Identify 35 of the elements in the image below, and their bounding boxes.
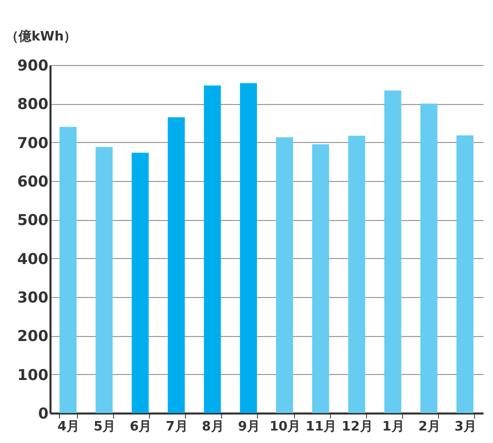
y-tick-label: 200	[17, 327, 48, 346]
bar	[312, 144, 330, 413]
y-tick-label: 400	[17, 250, 48, 268]
bar	[384, 90, 402, 413]
y-axis-title: （億kWh）	[6, 28, 77, 44]
x-tick-label: 1月	[382, 420, 404, 434]
x-tick-label: 5月	[94, 420, 116, 434]
y-tick-label: 500	[17, 211, 48, 230]
x-tick-label: 4月	[58, 420, 80, 434]
x-tick-label: 3月	[454, 420, 476, 434]
x-tick-label: 12月	[342, 420, 373, 434]
x-tick-label: 2月	[418, 420, 440, 434]
bar	[60, 126, 77, 413]
y-tick-label: 600	[17, 172, 48, 190]
bar	[204, 85, 221, 413]
bar	[132, 152, 149, 413]
y-tick-label: 900	[17, 56, 48, 74]
x-tick-label: 6月	[130, 420, 152, 434]
y-tick-label: 700	[17, 134, 48, 152]
bar	[240, 83, 257, 413]
y-tick-label: 0	[38, 404, 48, 422]
bar	[348, 136, 366, 413]
y-tick-label: 100	[17, 366, 48, 384]
x-tick-label: 8月	[202, 420, 224, 434]
bar	[456, 135, 474, 413]
x-tick-label: 10月	[269, 420, 301, 434]
bar	[276, 137, 294, 413]
x-tick-label: 11月	[306, 420, 337, 434]
bar	[420, 104, 438, 413]
bar	[96, 146, 113, 413]
x-tick-label: 9月	[238, 420, 260, 434]
y-tick-label: 800	[17, 95, 48, 114]
y-tick-label: 300	[17, 288, 48, 306]
x-tick-label: 7月	[166, 420, 188, 434]
bar	[168, 117, 185, 413]
